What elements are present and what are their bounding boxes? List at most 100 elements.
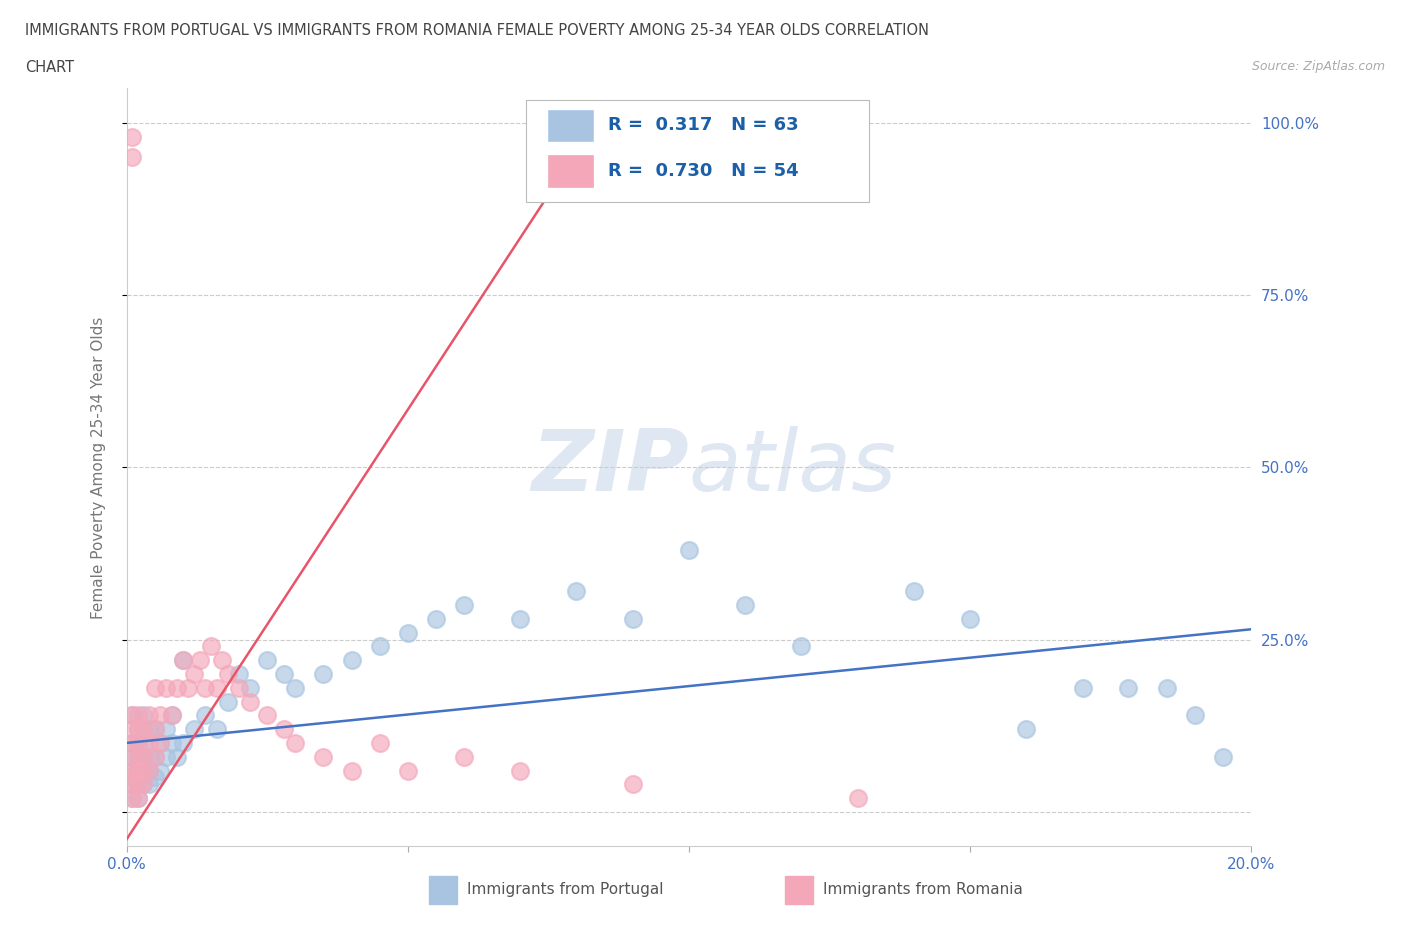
Y-axis label: Female Poverty Among 25-34 Year Olds: Female Poverty Among 25-34 Year Olds [91, 316, 105, 618]
Point [143, 770, 166, 785]
Point [121, 736, 143, 751]
Point [127, 756, 149, 771]
Point [127, 736, 149, 751]
Point [138, 777, 160, 791]
Point [121, 770, 143, 785]
Point [138, 750, 160, 764]
Point [121, 764, 143, 778]
Point [228, 681, 250, 696]
Point [903, 584, 925, 599]
Point [143, 722, 166, 737]
Point [959, 612, 981, 627]
Point [172, 736, 194, 751]
Point [149, 736, 172, 751]
Point [453, 598, 475, 613]
Point [121, 736, 143, 751]
Point [132, 708, 155, 723]
Point [138, 736, 160, 751]
Point [138, 764, 160, 778]
Point [121, 790, 143, 805]
Point [846, 790, 869, 805]
Point [155, 750, 177, 764]
Point [138, 708, 160, 723]
Point [166, 681, 188, 696]
Point [121, 722, 143, 737]
Point [138, 722, 160, 737]
Point [790, 639, 813, 654]
Point [256, 708, 278, 723]
Text: Immigrants from Portugal: Immigrants from Portugal [467, 883, 664, 897]
Point [132, 764, 155, 778]
Point [127, 708, 149, 723]
Point [368, 639, 391, 654]
Point [621, 612, 644, 627]
Point [239, 694, 262, 709]
Point [217, 667, 239, 682]
Point [149, 736, 172, 751]
Point [127, 764, 149, 778]
Point [1071, 681, 1094, 696]
Point [127, 736, 149, 751]
Point [312, 750, 335, 764]
Point [425, 612, 447, 627]
Point [396, 625, 419, 640]
Point [340, 764, 363, 778]
Point [166, 750, 188, 764]
Point [183, 667, 205, 682]
Point [256, 653, 278, 668]
Point [121, 750, 143, 764]
Point [132, 764, 155, 778]
Point [127, 750, 149, 764]
Point [1116, 681, 1139, 696]
FancyBboxPatch shape [548, 155, 593, 187]
Point [121, 129, 143, 144]
Point [368, 736, 391, 751]
Point [205, 722, 228, 737]
Point [132, 777, 155, 791]
Point [143, 750, 166, 764]
FancyBboxPatch shape [548, 110, 593, 141]
Text: IMMIGRANTS FROM PORTUGAL VS IMMIGRANTS FROM ROMANIA FEMALE POVERTY AMONG 25-34 Y: IMMIGRANTS FROM PORTUGAL VS IMMIGRANTS F… [25, 23, 929, 38]
Point [132, 777, 155, 791]
Point [132, 736, 155, 751]
Text: Source: ZipAtlas.com: Source: ZipAtlas.com [1251, 60, 1385, 73]
Point [312, 667, 335, 682]
Point [155, 681, 177, 696]
Point [1212, 750, 1234, 764]
Point [172, 653, 194, 668]
Point [121, 708, 143, 723]
Point [143, 722, 166, 737]
Text: ZIP: ZIP [531, 426, 689, 509]
Point [160, 708, 183, 723]
Point [194, 708, 217, 723]
Point [217, 694, 239, 709]
Point [143, 681, 166, 696]
Point [565, 584, 588, 599]
Point [143, 750, 166, 764]
Point [160, 708, 183, 723]
Point [211, 653, 233, 668]
Text: R =  0.730   N = 54: R = 0.730 N = 54 [607, 162, 799, 180]
Point [132, 750, 155, 764]
Point [396, 764, 419, 778]
Point [127, 777, 149, 791]
FancyBboxPatch shape [526, 100, 869, 202]
Text: Immigrants from Romania: Immigrants from Romania [823, 883, 1022, 897]
Point [734, 598, 756, 613]
Point [149, 708, 172, 723]
Point [172, 653, 194, 668]
Point [1184, 708, 1206, 723]
Point [127, 722, 149, 737]
Point [284, 681, 307, 696]
Point [132, 722, 155, 737]
Point [121, 150, 143, 165]
Point [273, 722, 295, 737]
Point [138, 764, 160, 778]
Point [1015, 722, 1038, 737]
Text: R =  0.317   N = 63: R = 0.317 N = 63 [607, 116, 799, 135]
Point [205, 681, 228, 696]
Point [160, 736, 183, 751]
Point [228, 667, 250, 682]
Point [121, 777, 143, 791]
Point [127, 764, 149, 778]
